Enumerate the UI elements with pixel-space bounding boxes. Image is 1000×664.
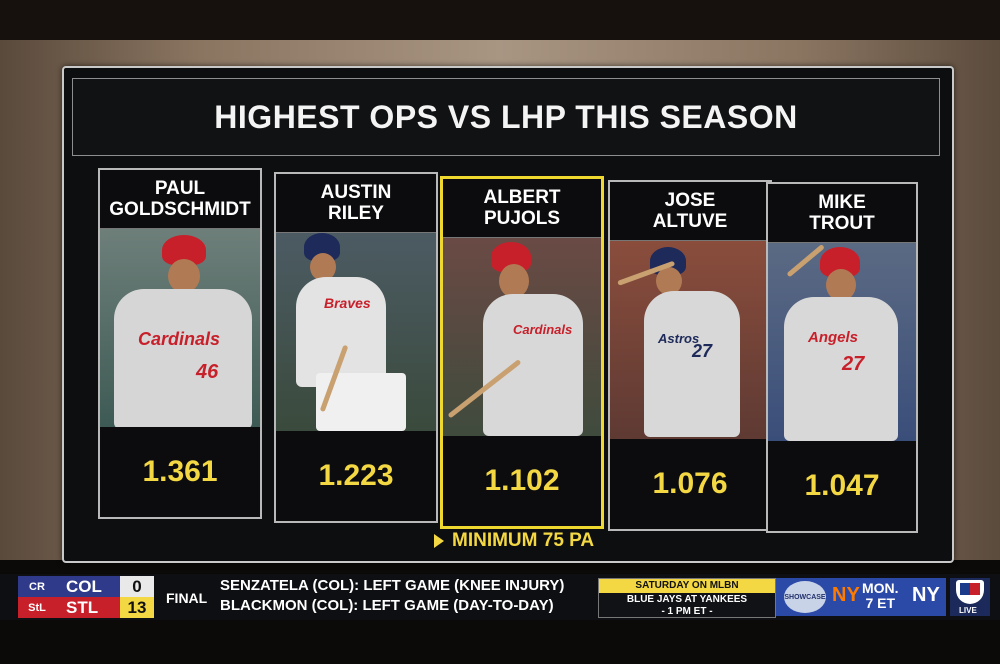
away-team-row: CR COL 0: [18, 576, 154, 597]
ops-value: 1.361: [100, 427, 260, 517]
upcoming-matchup: BLUE JAYS AT YANKEES: [626, 594, 748, 605]
jersey-text: Astros: [658, 331, 700, 346]
cardinals-logo-icon: StL: [18, 597, 56, 618]
jersey-text: Angels: [808, 329, 859, 346]
player-card-highlighted: ALBERT PUJOLS Cardinals 1.102: [440, 176, 604, 529]
showcase-promo: SHOWCASE NY MON. 7 ET NY: [776, 578, 946, 616]
ops-value: 1.102: [443, 436, 601, 526]
jersey-number: 46: [196, 361, 219, 383]
player-name: MIKE TROUT: [768, 184, 916, 243]
promo-time: 7 ET: [865, 595, 896, 611]
ops-value: 1.076: [610, 439, 770, 529]
ops-value: 1.047: [768, 441, 916, 531]
injury-note: BLACKMON (COL): LEFT GAME (DAY-TO-DAY): [220, 597, 554, 614]
jersey-number: 27: [692, 341, 713, 361]
player-photo: Cardinals 46: [100, 229, 260, 427]
player-photo: Cardinals: [443, 238, 601, 436]
ops-value: 1.223: [276, 431, 436, 521]
yankees-logo-icon: NY: [912, 584, 940, 606]
upcoming-game-box: SATURDAY ON MLBN BLUE JAYS AT YANKEES - …: [598, 578, 776, 618]
player-card: PAUL GOLDSCHMIDT Cardinals 46 1.361: [98, 168, 262, 519]
tv-graphic-panel: HIGHEST OPS VS LHP THIS SEASON PAUL GOLD…: [62, 66, 954, 563]
minimum-note: MINIMUM 75 PA: [434, 530, 594, 552]
rockies-logo-icon: CR: [18, 576, 56, 597]
home-score: 13: [120, 597, 154, 618]
player-card: AUSTIN RILEY Braves 1.223: [274, 172, 438, 523]
play-arrow-icon: [434, 534, 444, 548]
graphic-title: HIGHEST OPS VS LHP THIS SEASON: [214, 98, 798, 135]
jersey-text: Braves: [324, 295, 371, 311]
player-name: AUSTIN RILEY: [276, 174, 436, 233]
score-ticker: CR COL 0 StL STL 13 FINAL SENZATELA (COL…: [0, 574, 1000, 620]
player-card: MIKE TROUT Angels 27 1.047: [766, 182, 918, 533]
mets-logo-icon: NY: [832, 584, 860, 606]
showcase-logo-icon: SHOWCASE: [784, 581, 826, 613]
upcoming-header: SATURDAY ON MLBN: [599, 579, 775, 593]
upcoming-time: - 1 PM ET -: [661, 606, 713, 617]
home-team-row: StL STL 13: [18, 597, 154, 618]
player-name: ALBERT PUJOLS: [443, 179, 601, 238]
away-team-abbr: COL: [66, 577, 102, 596]
player-name: JOSE ALTUVE: [610, 182, 770, 241]
game-status: FINAL: [166, 590, 208, 606]
home-team-abbr: STL: [66, 598, 99, 617]
promo-schedule: MON. 7 ET: [862, 581, 899, 611]
promo-day: MON.: [862, 580, 899, 596]
player-card: JOSE ALTUVE Astros 27 1.076: [608, 180, 772, 531]
jersey-text: Cardinals: [138, 329, 221, 349]
jersey-number: 27: [842, 353, 865, 375]
jersey-text: Cardinals: [513, 322, 573, 337]
title-bar: HIGHEST OPS VS LHP THIS SEASON: [72, 78, 940, 156]
player-photo: Braves: [276, 233, 436, 431]
player-name: PAUL GOLDSCHMIDT: [100, 170, 260, 229]
injury-note: SENZATELA (COL): LEFT GAME (KNEE INJURY): [220, 577, 565, 594]
minimum-text: MINIMUM 75 PA: [452, 530, 595, 551]
background-top: [0, 0, 1000, 40]
player-photo: Astros 27: [610, 241, 770, 439]
mlb-live-badge: LIVE: [950, 578, 990, 616]
live-label: LIVE: [959, 606, 977, 615]
player-photo: Angels 27: [768, 243, 916, 441]
away-score: 0: [120, 576, 154, 597]
mlb-shield-icon: [956, 580, 984, 604]
